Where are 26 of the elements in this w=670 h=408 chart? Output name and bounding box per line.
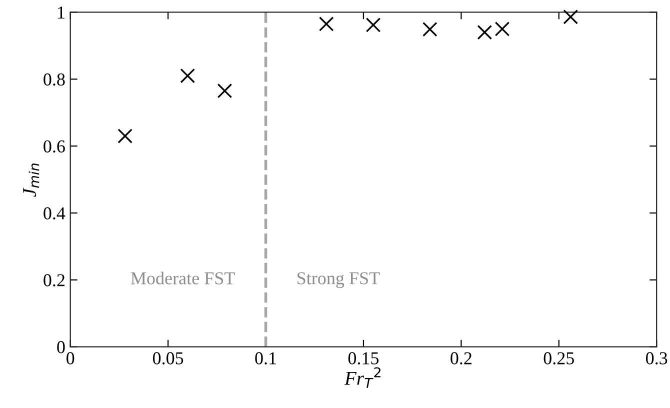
x-tick-label: 0.05 bbox=[152, 352, 184, 364]
x-tick-label: 0.25 bbox=[544, 352, 574, 364]
x-tick-label: 0 bbox=[66, 352, 74, 364]
annotation: Moderate FST bbox=[130, 272, 235, 284]
annotation: Strong FST bbox=[298, 272, 380, 288]
x-axis-title: Fr$_{T}$$^{2}$ bbox=[344, 367, 380, 388]
y-tick-label: 0.6 bbox=[44, 140, 65, 153]
point bbox=[366, 18, 381, 32]
y-tick-label: 0.8 bbox=[44, 73, 65, 86]
y-axis-title: J$_{min}$ bbox=[23, 164, 40, 197]
x-tick-label: 0.2 bbox=[450, 352, 472, 364]
point bbox=[494, 22, 510, 36]
y-tick-label: 0 bbox=[57, 341, 65, 354]
point bbox=[477, 24, 492, 40]
x-tick-label: 0.1 bbox=[255, 352, 276, 364]
point bbox=[217, 83, 232, 98]
point bbox=[563, 10, 578, 24]
point bbox=[422, 22, 438, 37]
x-tick-label: 0.3 bbox=[646, 352, 668, 364]
x-tick-label: 0.15 bbox=[348, 352, 379, 364]
y-tick-label: 1 bbox=[58, 6, 64, 19]
point bbox=[318, 16, 334, 32]
point bbox=[118, 128, 132, 144]
y-tick-label: 0.4 bbox=[44, 207, 66, 220]
y-tick-label: 0.2 bbox=[44, 274, 64, 286]
point bbox=[180, 68, 196, 84]
